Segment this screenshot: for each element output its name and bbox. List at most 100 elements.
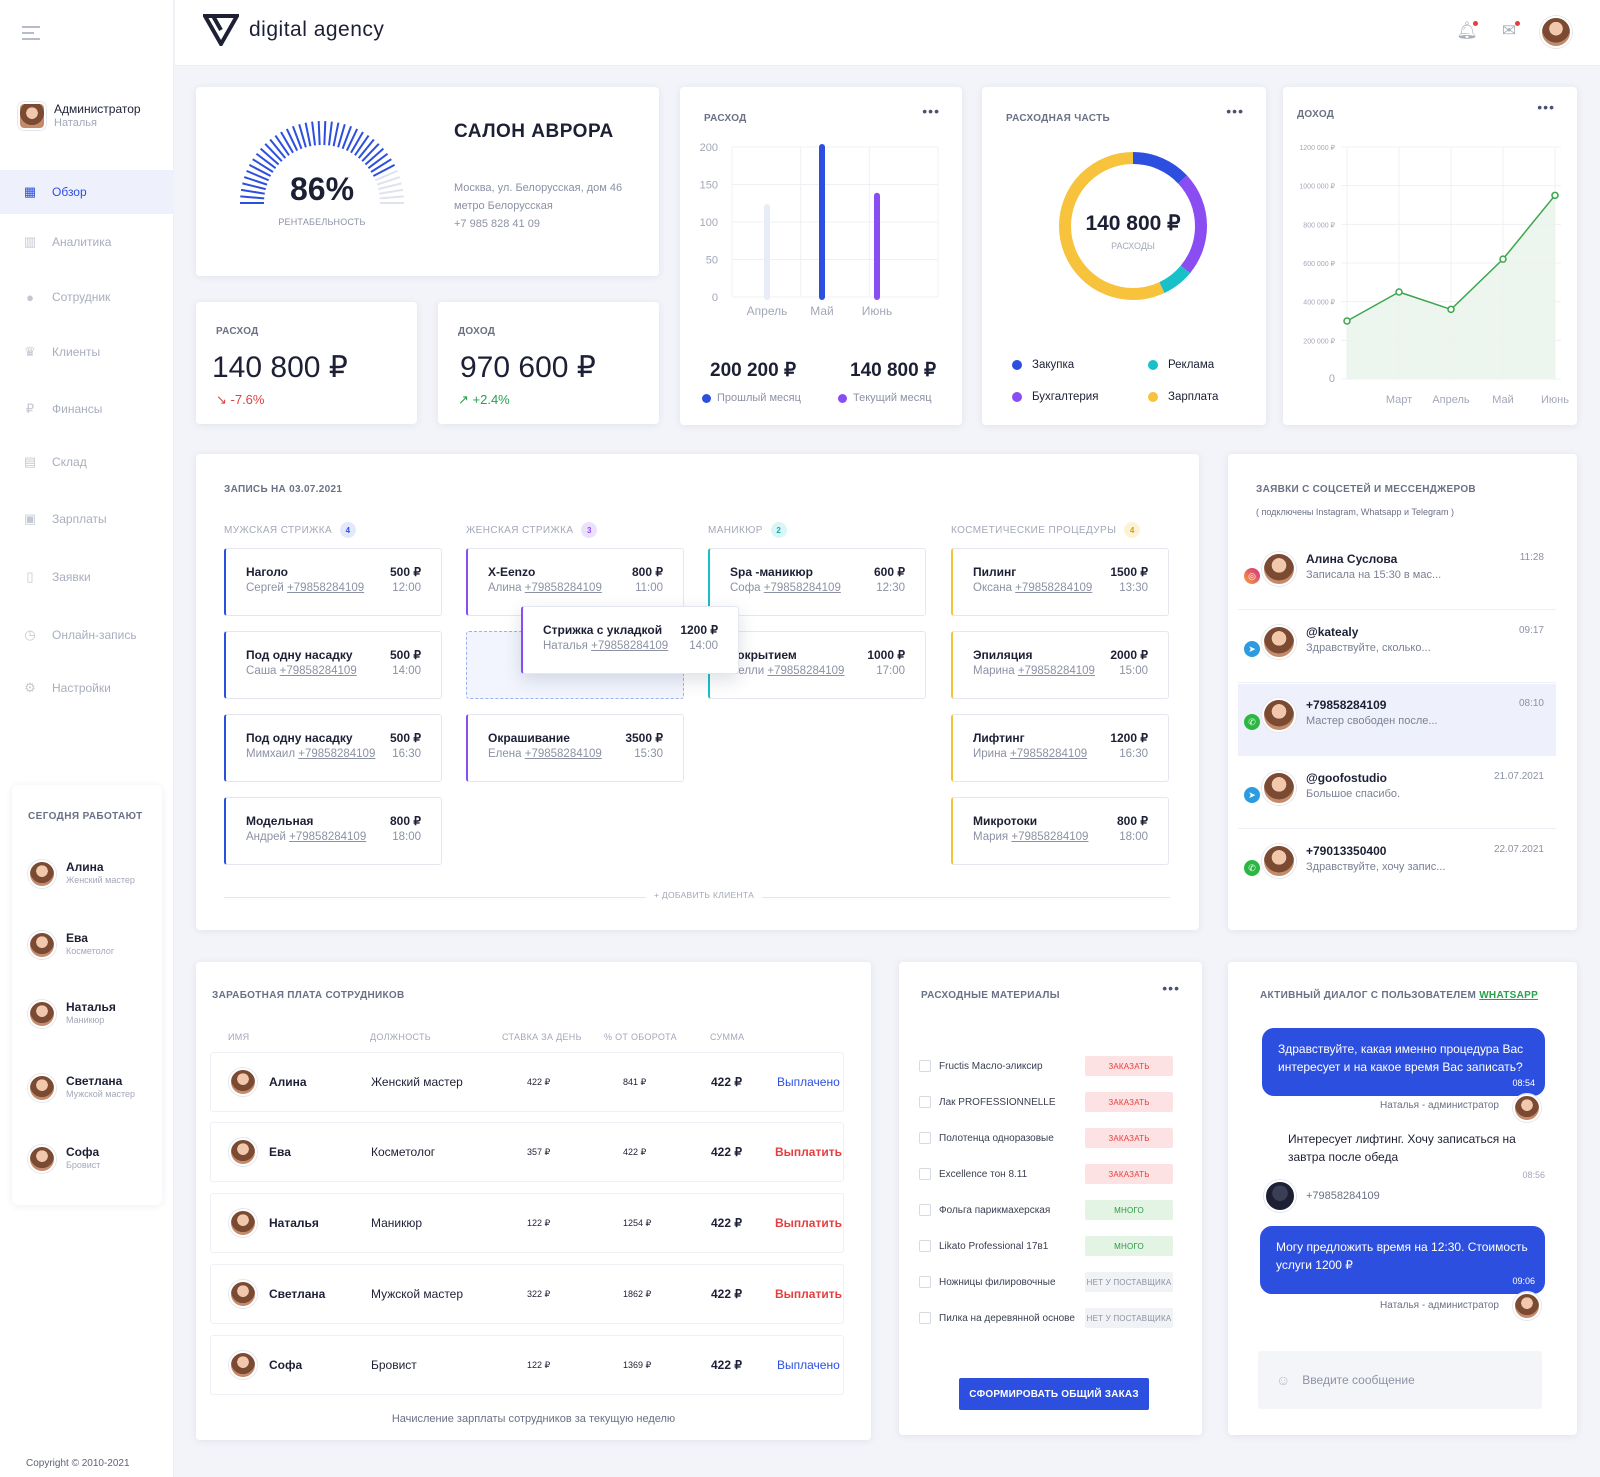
worker-item[interactable]: Ева Косметолог xyxy=(28,931,114,959)
nav-item-online-booking[interactable]: ◷ Онлайн-запись xyxy=(0,613,174,657)
material-item[interactable]: Фольга парикмахерская xyxy=(919,1204,1050,1216)
phone-link[interactable]: +79858284109 xyxy=(1017,665,1095,677)
order-button[interactable]: ЗАКАЗАТЬ xyxy=(1085,1092,1173,1112)
nav-item-clients[interactable]: ♛ Клиенты xyxy=(0,330,174,374)
nav-item-warehouse[interactable]: ▤ Склад xyxy=(0,440,174,484)
more-icon[interactable]: ••• xyxy=(1226,103,1244,119)
order-button[interactable]: ЗАКАЗАТЬ xyxy=(1085,1128,1173,1148)
status-paid[interactable]: Выплачено xyxy=(777,1358,840,1372)
phone-link[interactable]: +79858284109 xyxy=(1011,831,1089,843)
nav-item-overview[interactable]: ▦ Обзор xyxy=(0,170,174,214)
more-icon[interactable]: ••• xyxy=(1162,980,1180,996)
appointment-card[interactable]: Окрашивание 3500 ₽ Елена +79858284109 15:30 xyxy=(466,714,684,782)
avatar[interactable] xyxy=(1540,16,1572,48)
checkbox[interactable] xyxy=(919,1204,931,1216)
appointment-card[interactable]: Лифтинг 1200 ₽ Ирина +79858284109 16:30 xyxy=(951,714,1169,782)
appointment-card[interactable]: Под одну насадку 500 ₽ Мимхаил +7985828410… xyxy=(224,714,442,782)
time: 18:00 xyxy=(1119,831,1148,843)
order-button[interactable]: ЗАКАЗАТЬ xyxy=(1085,1056,1173,1076)
price: 1200 ₽ xyxy=(680,623,718,637)
phone-link[interactable]: +79858284109 xyxy=(591,640,669,652)
dragged-appointment-card[interactable]: Стрижка с укладкой 1200 ₽ Наталья +7985828… xyxy=(521,606,739,674)
worker-item[interactable]: Софа Бровист xyxy=(28,1145,100,1173)
worker-item[interactable]: Светлана Мужской мастер xyxy=(28,1074,135,1102)
pay-button[interactable]: Выплатить xyxy=(775,1287,842,1301)
checkbox[interactable] xyxy=(919,1132,931,1144)
cur-value: 140 800 ₽ xyxy=(850,360,937,381)
checkbox[interactable] xyxy=(919,1060,931,1072)
pay-button[interactable]: Выплатить xyxy=(775,1145,842,1159)
nav-item-requests[interactable]: ▯ Заявки xyxy=(0,555,174,599)
order-button[interactable]: ЗАКАЗАТЬ xyxy=(1085,1164,1173,1184)
add-client-button[interactable]: + ДОБАВИТЬ КЛИЕНТА xyxy=(646,890,763,900)
client: Сергей xyxy=(246,582,284,594)
phone-link[interactable]: +79858284109 xyxy=(287,582,365,594)
checkbox[interactable] xyxy=(919,1168,931,1180)
booking-title: ЗАПИСЬ НА 03.07.2021 xyxy=(224,484,343,495)
nav-item-analytics[interactable]: ▥ Аналитика xyxy=(0,220,174,264)
checkbox[interactable] xyxy=(919,1240,931,1252)
phone-link[interactable]: +79858284109 xyxy=(1015,582,1093,594)
nav-item-salaries[interactable]: ▣ Зарплаты xyxy=(0,497,174,541)
client: Мимхаил xyxy=(246,748,296,760)
booking-card: ЗАПИСЬ НА 03.07.2021 МУЖСКАЯ СТРИЖКА 4 ЖЕ… xyxy=(196,454,1199,930)
nav-item-staff[interactable]: ● Сотрудник xyxy=(0,275,174,319)
gauge-tick xyxy=(345,128,359,152)
appointment-card[interactable]: Наголо 500 ₽ Сергей +79858284109 12:00 xyxy=(224,548,442,616)
menu-icon[interactable] xyxy=(22,26,40,44)
phone-link[interactable]: +79858284109 xyxy=(1010,748,1088,760)
material-item[interactable]: Ножницы филировочные xyxy=(919,1276,1056,1288)
phone-link[interactable]: +79858284109 xyxy=(289,831,367,843)
worker-item[interactable]: Алина Женский мастер xyxy=(28,860,135,888)
client: Софа xyxy=(730,582,761,594)
appointment-card[interactable]: покрытием 1000 ₽ Нелли +79858284109 17:00 xyxy=(708,631,926,699)
message-item[interactable]: ✆ +79013350400 Здравствуйте, хочу запис..… xyxy=(1238,830,1556,902)
checkbox[interactable] xyxy=(919,1312,931,1324)
checkbox[interactable] xyxy=(919,1276,931,1288)
message-input[interactable]: ☺ Введите сообщение xyxy=(1258,1351,1542,1409)
bell-icon[interactable]: 🔔︎ xyxy=(1456,21,1478,40)
appointment-card[interactable]: Модельная 800 ₽ Андрей +79858284109 18:00 xyxy=(224,797,442,865)
appointment-card[interactable]: Эпиляция 2000 ₽ Марина +79858284109 15:00 xyxy=(951,631,1169,699)
appointment-card[interactable]: Под одну насадку 500 ₽ Саша +79858284109 14… xyxy=(224,631,442,699)
mail-icon[interactable]: ✉ xyxy=(1498,21,1520,43)
material-item[interactable]: Лак PROFESSIONNELLE xyxy=(919,1096,1056,1108)
material-item[interactable]: Полотенца одноразовые xyxy=(919,1132,1054,1144)
material-item[interactable]: Fructis Масло-эликсир xyxy=(919,1060,1043,1072)
message-item[interactable]: ➤ @goofostudio Большое спасибо. 21.07.202… xyxy=(1238,757,1556,829)
create-order-button[interactable]: СФОРМИРОВАТЬ ОБЩИЙ ЗАКАЗ xyxy=(959,1378,1149,1410)
column-title: МУЖСКАЯ СТРИЖКА xyxy=(224,524,333,536)
nav-item-settings[interactable]: ⚙ Настройки xyxy=(0,666,174,710)
message-item-selected[interactable]: ✆ +79858284109 Мастер свободен после... 0… xyxy=(1238,684,1556,756)
brand-logo[interactable]: digital agency xyxy=(203,14,384,46)
y-tick-label: 200 000 ₽ xyxy=(1303,337,1335,345)
phone-link[interactable]: +79858284109 xyxy=(524,748,602,760)
avatar xyxy=(1513,1094,1541,1122)
pay-button[interactable]: Выплатить xyxy=(775,1216,842,1230)
material-item[interactable]: Likato Professional 17в1 xyxy=(919,1240,1048,1252)
legend-dot xyxy=(838,393,847,403)
more-icon[interactable]: ••• xyxy=(922,103,940,119)
phone-link[interactable]: +79858284109 xyxy=(279,665,357,677)
worker-item[interactable]: Наталья Маникюр xyxy=(28,1000,116,1028)
emoji-icon[interactable]: ☺ xyxy=(1276,1372,1291,1388)
status-paid[interactable]: Выплачено xyxy=(777,1075,840,1089)
nav-item-finance[interactable]: ₽ Финансы xyxy=(0,387,174,431)
phone-link[interactable]: +79858284109 xyxy=(524,582,602,594)
appointment-card[interactable]: Spa -маникюр 600 ₽ Софа +79858284109 12:30 xyxy=(708,548,926,616)
more-icon[interactable]: ••• xyxy=(1537,99,1555,115)
message-item[interactable]: ➤ @katealy Здравствуйте, сколько... 09:17 xyxy=(1238,611,1556,683)
material-item[interactable]: Пилка на деревянной основе xyxy=(919,1312,1075,1324)
channel-link[interactable]: WHATSAPP xyxy=(1479,990,1539,1001)
user-profile[interactable]: Администратор Наталья xyxy=(18,102,141,130)
phone-link[interactable]: +79858284109 xyxy=(767,665,845,677)
checkbox[interactable] xyxy=(919,1096,931,1108)
message-item[interactable]: ◎ Алина Суслова Записала на 15:30 в мас..… xyxy=(1238,538,1556,610)
appointment-card[interactable]: Пилинг 1500 ₽ Оксана +79858284109 13:30 xyxy=(951,548,1169,616)
appointment-card[interactable]: X-Eenzo 800 ₽ Алина +79858284109 11:00 xyxy=(466,548,684,616)
appointment-card[interactable]: Микротоки 800 ₽ Мария +79858284109 18:00 xyxy=(951,797,1169,865)
employee-name: Софа xyxy=(269,1358,303,1372)
phone-link[interactable]: +79858284109 xyxy=(763,582,841,594)
phone-link[interactable]: +79858284109 xyxy=(298,748,376,760)
material-item[interactable]: Excellence тон 8.11 xyxy=(919,1168,1027,1180)
